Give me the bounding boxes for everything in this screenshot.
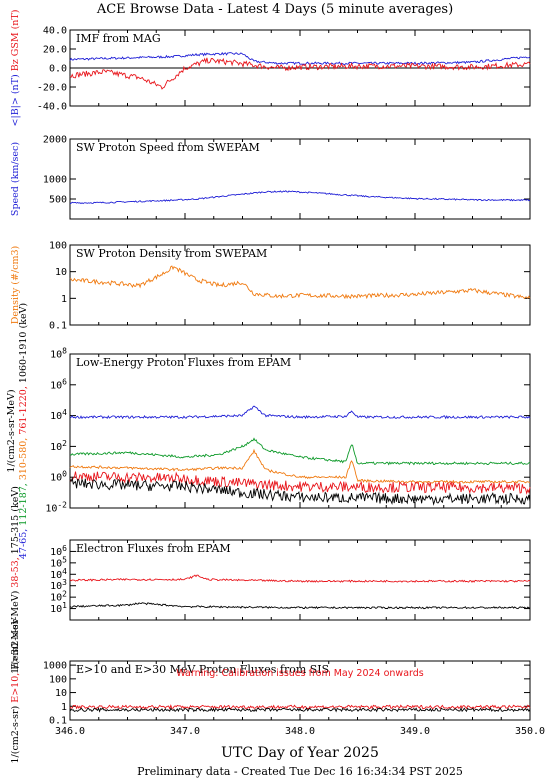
y-tick-label: 100 (50, 470, 67, 484)
y-tick-label: 1 (61, 294, 67, 305)
y-tick-label: 10-2 (45, 501, 67, 515)
series-trace-red (69, 57, 531, 90)
y-axis-label-part: 47-65, (18, 529, 29, 559)
series-trace-blue (69, 51, 531, 66)
y-axis-label-part: 175-315 (keV) (10, 486, 21, 557)
series-trace-black (69, 706, 531, 713)
y-tick-label: 100 (49, 674, 67, 685)
y-axis-label-part: 761-1220, (18, 386, 29, 438)
y-tick-label: 106 (50, 377, 67, 391)
panel-4: Low-Energy Proton Fluxes from EPAM 108 106… (6, 303, 531, 559)
panel-title: Electron Fluxes from EPAM (76, 542, 231, 555)
y-axis-label-part: 310-580, (18, 438, 29, 484)
y-axis-label-part: 112-187, (18, 483, 29, 529)
y-tick-label: 10 (55, 267, 67, 278)
x-axis-label: UTC Day of Year 2025 (221, 745, 379, 761)
series-trace-blue (69, 190, 531, 205)
panel-6: E>10 and E>30 MeV Proton Fluxes from SIS… (10, 617, 531, 764)
panel-2: SW Proton Speed from SWEPAM 2000 1000 500 Sp… (10, 135, 531, 220)
series-trace-orange (69, 448, 531, 484)
y-axis-label: <|B|> (nT) Bz GSM (nT) (10, 10, 21, 127)
y-tick-label: 0.1 (49, 321, 67, 332)
series-trace-black (69, 602, 531, 610)
x-tick-label: 350.0 (515, 726, 545, 737)
panel-5: Electron Fluxes from EPAM106105104103102… (10, 486, 531, 674)
y-axis-label-part: 1060-1910 (keV) (18, 303, 29, 386)
panels: IMF from MAG 40.0 20.0 0.0 -20.0 -40.0 <|B|> (… (6, 10, 531, 764)
footer-note: Preliminary data - Created Tue Dec 16 16… (137, 765, 463, 778)
y-axis-label-part: 1/(cm2-s-sr-MeV) (10, 591, 21, 674)
panel-title: Low-Energy Proton Fluxes from EPAM (76, 356, 291, 369)
x-tick-label: 347.0 (170, 726, 200, 737)
calibration-warning: Warning: Calibration issues from May 202… (176, 668, 424, 679)
y-tick-label: 101 (50, 601, 67, 615)
y-tick-label: -20.0 (37, 83, 67, 94)
y-axis-label: 1/(cm2-s-sr-MeV) 38-53, 175-315 (keV) (10, 486, 21, 674)
y-tick-label: 500 (49, 195, 67, 206)
y-axis-label-part: E>10, (10, 673, 21, 706)
series-trace-green (69, 437, 531, 466)
panel-1: IMF from MAG 40.0 20.0 0.0 -20.0 -40.0 <|B|> (… (10, 10, 531, 127)
y-tick-label: 20.0 (43, 45, 67, 56)
y-axis-label-part: Speed (km/sec) (10, 142, 21, 216)
panel-title: E>10 and E>30 MeV Proton Fluxes from SIS (76, 663, 329, 676)
y-tick-label: 104 (50, 408, 67, 422)
y-axis-label-part: Density (#/cm3) (10, 246, 21, 324)
y-axis-label: 1/(cm2-s-sr-MeV) 47-65, 112-187, 310-580,… (6, 303, 29, 559)
y-tick-label: 108 (50, 347, 67, 361)
y-tick-label: 0.1 (49, 716, 67, 727)
y-tick-label: 1000 (43, 175, 67, 186)
series-trace-red (69, 574, 531, 583)
y-axis-label: Speed (km/sec) (10, 142, 21, 216)
panel-title: SW Proton Speed from SWEPAM (76, 141, 260, 154)
y-tick-label: 102 (50, 439, 67, 453)
y-axis-label-part: 1/(cm2-s-sr-MeV) (6, 389, 17, 472)
y-tick-label: -40.0 (37, 102, 67, 113)
panel-title: SW Proton Density from SWEPAM (76, 247, 267, 260)
y-tick-label: 0.0 (49, 64, 67, 75)
y-tick-label: 100 (49, 241, 67, 252)
series-trace-blue (69, 405, 531, 420)
x-tick-label: 348.0 (285, 726, 315, 737)
series-trace-red (69, 471, 531, 495)
x-tick-label: 349.0 (400, 726, 430, 737)
y-axis-label-part: Bz GSM (nT) (10, 10, 21, 75)
y-axis-label-part: <|B|> (nT) (10, 74, 21, 126)
x-tick-labels: 346.0 347.0 348.0 349.0 350.0 (55, 726, 545, 737)
x-tick-label: 346.0 (55, 726, 85, 737)
y-tick-label: 40.0 (43, 26, 67, 37)
y-axis-label: 1/(cm2-s-sr) E>10, E>30 MeV (10, 617, 21, 763)
panel-3: SW Proton Density from SWEPAM 100 10 1 0.1 De… (10, 241, 531, 332)
y-tick-label: 10 (55, 688, 67, 699)
figure-title: ACE Browse Data - Latest 4 Days (5 minut… (96, 2, 453, 17)
y-tick-label: 2000 (43, 135, 67, 146)
y-tick-label: 1 (61, 702, 67, 713)
y-axis-label-part: E>30 MeV (10, 617, 21, 672)
series-trace-orange (69, 265, 531, 300)
y-axis-label: Density (#/cm3) (10, 246, 21, 324)
series-trace-black (69, 476, 531, 506)
y-axis-label-part: 1/(cm2-s-sr) (10, 706, 21, 764)
y-axis-label-part: 38-53, (10, 557, 21, 590)
y-tick-label: 1000 (43, 661, 67, 672)
panel-title: IMF from MAG (76, 32, 161, 45)
